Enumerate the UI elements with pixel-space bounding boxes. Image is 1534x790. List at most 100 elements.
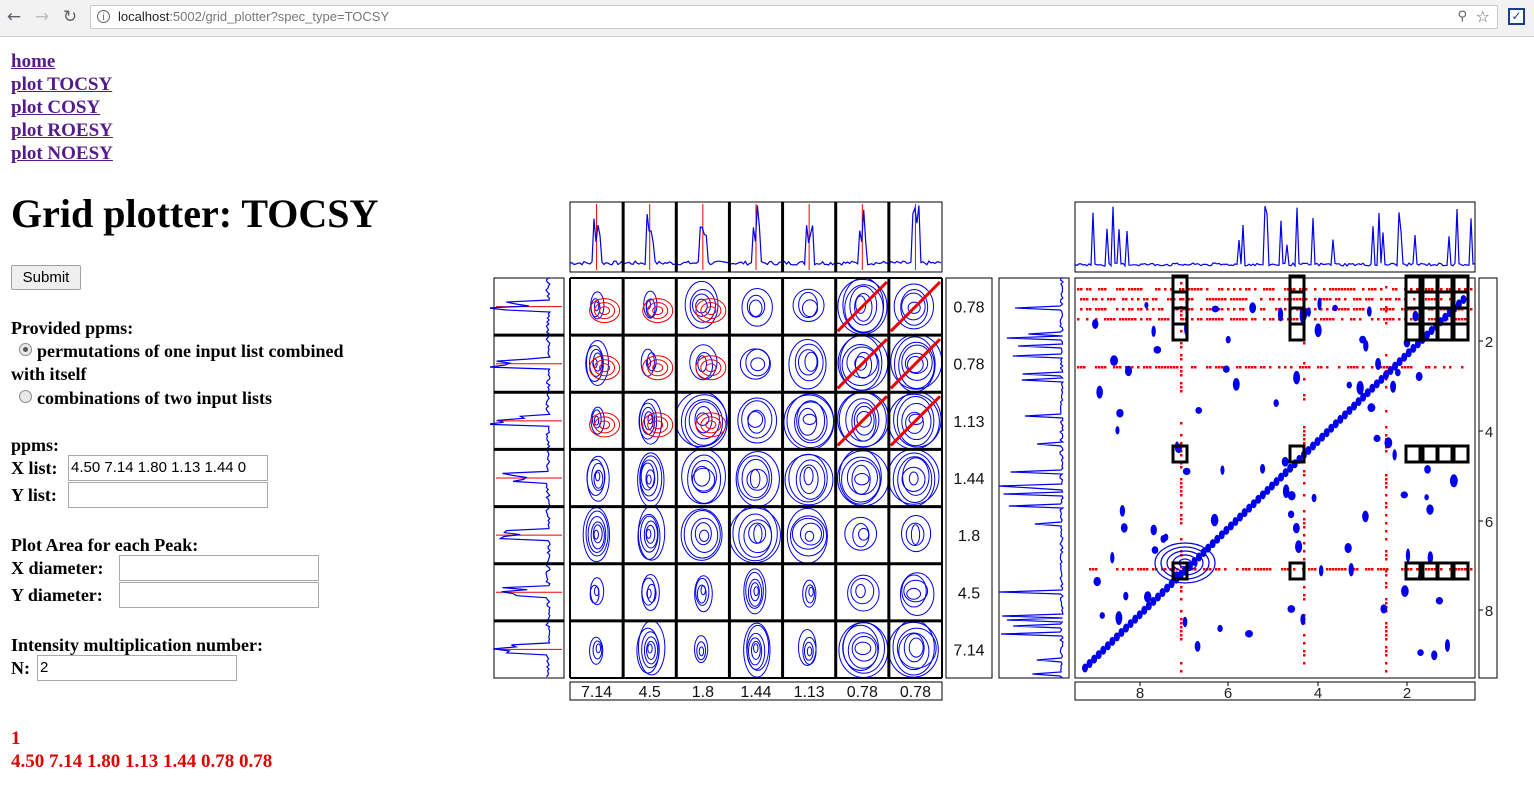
- negative-streak: [1180, 434, 1183, 437]
- negative-streak: [1101, 288, 1104, 291]
- negative-streak: [1180, 478, 1183, 481]
- contour-peak: [753, 643, 759, 654]
- contour-peak: [840, 456, 881, 503]
- bookmark-star-icon[interactable]: ☆: [1475, 7, 1490, 26]
- negative-streak: [1152, 298, 1155, 301]
- negative-streak: [1440, 298, 1443, 301]
- negative-streak: [1236, 318, 1239, 321]
- negative-streak: [1137, 288, 1140, 291]
- contour-peak: [794, 343, 824, 382]
- negative-streak: [1149, 318, 1152, 321]
- negative-streak: [1098, 366, 1101, 369]
- negative-streak: [1341, 308, 1344, 311]
- contour-peak: [737, 397, 778, 444]
- negative-streak: [1350, 366, 1353, 369]
- negative-streak: [1303, 438, 1306, 441]
- cross-peak: [1424, 464, 1431, 474]
- negative-streak: [1303, 494, 1306, 497]
- nav-link-plot-roesy[interactable]: plot ROESY: [11, 120, 113, 141]
- negative-streak: [1303, 586, 1306, 589]
- negative-streak: [1194, 288, 1197, 291]
- negative-streak: [1180, 670, 1183, 673]
- nav-link-home[interactable]: home: [11, 51, 56, 72]
- extension-checkbox-icon[interactable]: ✓: [1508, 8, 1525, 25]
- nav-link-plot-tocsy[interactable]: plot TOCSY: [11, 74, 113, 95]
- full-y-tick-label: 6: [1485, 514, 1493, 531]
- negative-streak: [1128, 318, 1131, 321]
- selection-box: [1171, 322, 1189, 342]
- contour-peak: [901, 574, 927, 608]
- negative-streak: [1131, 288, 1134, 291]
- full-y-tick-label: 4: [1485, 424, 1493, 441]
- negative-streak: [1385, 586, 1388, 589]
- zoom-icon[interactable]: ⚲: [1457, 9, 1467, 24]
- address-bar[interactable]: i localhost:5002/grid_plotter?spec_type=…: [90, 5, 1498, 29]
- submit-button[interactable]: Submit: [11, 265, 81, 290]
- negative-streak: [1215, 318, 1218, 321]
- negative-streak: [1101, 366, 1104, 369]
- nav-link-plot-noesy[interactable]: plot NOESY: [11, 143, 113, 164]
- diagonal-peak: [1387, 366, 1394, 376]
- negative-streak: [1303, 482, 1306, 485]
- cross-peak: [1344, 543, 1352, 554]
- contour-peak: [646, 583, 657, 603]
- radio-combinations[interactable]: [19, 390, 32, 403]
- nav-link-plot-cosy[interactable]: plot COSY: [11, 97, 101, 118]
- cross-peak: [1222, 365, 1230, 373]
- negative-streak: [1272, 298, 1275, 301]
- negative-streak: [1305, 298, 1308, 301]
- info-icon[interactable]: i: [97, 10, 110, 23]
- y-diameter-input[interactable]: [119, 582, 319, 608]
- negative-streak: [1248, 366, 1251, 369]
- diagonal-peak: [1273, 477, 1280, 487]
- y-list-input[interactable]: [68, 482, 268, 508]
- back-icon[interactable]: ←: [6, 7, 22, 27]
- url-text[interactable]: localhost:5002/grid_plotter?spec_type=TO…: [118, 9, 389, 24]
- negative-streak: [1170, 298, 1173, 301]
- negative-streak: [1284, 298, 1287, 301]
- diagonal-peak: [1205, 543, 1212, 553]
- selection-box: [1436, 561, 1454, 581]
- cross-peak: [1195, 406, 1203, 414]
- contour-peak: [792, 288, 825, 322]
- contour-peak: [647, 643, 653, 654]
- diagonal-peak: [1237, 512, 1244, 522]
- diagonal-peak: [1414, 339, 1421, 349]
- radio-permutations[interactable]: [19, 343, 32, 356]
- n-input[interactable]: 2: [37, 655, 237, 681]
- cross-peak: [1282, 484, 1290, 499]
- negative-streak: [1308, 366, 1311, 369]
- negative-streak: [1329, 568, 1332, 571]
- contour-peak: [746, 624, 770, 671]
- negative-streak: [1209, 298, 1212, 301]
- contour-peak: [684, 399, 723, 446]
- negative-streak: [1389, 318, 1392, 321]
- negative-streak: [1385, 354, 1388, 357]
- cross-peak: [1119, 505, 1126, 517]
- grid-y-label: 7.14: [953, 642, 984, 659]
- negative-streak: [1461, 318, 1464, 321]
- negative-streak: [1209, 568, 1212, 571]
- forward-icon[interactable]: →: [34, 7, 50, 27]
- negative-streak: [1401, 308, 1404, 311]
- left-projection-trace: [490, 277, 552, 335]
- x-diameter-input[interactable]: [119, 555, 319, 581]
- reload-icon[interactable]: ↻: [62, 7, 78, 27]
- grid-x-label: 0.78: [900, 684, 931, 701]
- negative-streak: [1158, 308, 1161, 311]
- negative-streak: [1329, 318, 1332, 321]
- x-list-input[interactable]: 4.50 7.14 1.80 1.13 1.44 0: [68, 455, 268, 481]
- full-x-tick-label: 4: [1314, 685, 1322, 702]
- diagonal-peak: [1428, 326, 1435, 336]
- negative-streak: [1385, 434, 1388, 437]
- cross-peak: [1444, 639, 1450, 652]
- negative-streak: [1188, 308, 1191, 311]
- diagonal-peak: [1351, 401, 1358, 411]
- contour-peak: [901, 292, 926, 321]
- cross-peak: [1380, 604, 1388, 614]
- cross-peak: [1110, 552, 1115, 564]
- cross-peak: [1281, 456, 1289, 467]
- negative-streak: [1077, 318, 1080, 321]
- negative-streak: [1278, 366, 1281, 369]
- diagonal-contour: [889, 395, 942, 447]
